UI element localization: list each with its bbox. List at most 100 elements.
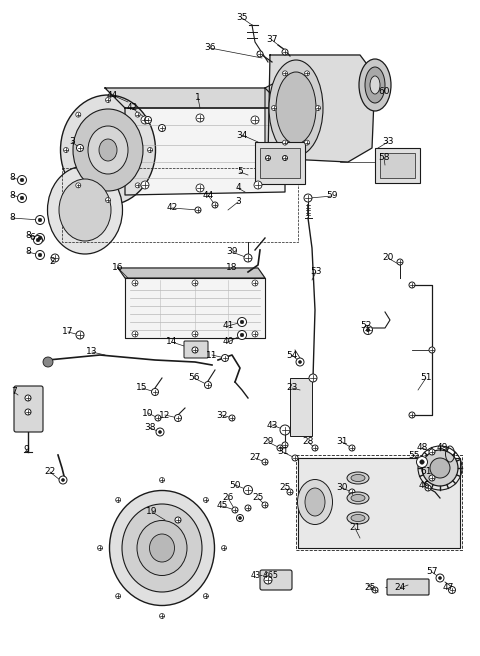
- Circle shape: [245, 505, 251, 511]
- Circle shape: [292, 455, 298, 461]
- Circle shape: [17, 176, 26, 184]
- Circle shape: [192, 280, 198, 286]
- Ellipse shape: [88, 126, 128, 174]
- Text: 21: 21: [349, 523, 360, 533]
- Text: 44: 44: [107, 91, 118, 100]
- Ellipse shape: [137, 520, 187, 575]
- Text: 12: 12: [159, 411, 171, 419]
- Circle shape: [429, 475, 435, 481]
- Ellipse shape: [351, 514, 365, 522]
- Text: 52: 52: [360, 321, 372, 329]
- Circle shape: [63, 148, 69, 152]
- Circle shape: [204, 594, 208, 598]
- Circle shape: [238, 331, 247, 340]
- Ellipse shape: [305, 488, 325, 516]
- Text: 3: 3: [69, 138, 75, 146]
- Text: 57: 57: [426, 567, 438, 577]
- Circle shape: [116, 594, 120, 598]
- Circle shape: [417, 457, 428, 468]
- Text: 10: 10: [142, 409, 154, 417]
- Text: 61: 61: [420, 468, 432, 476]
- Circle shape: [36, 251, 45, 260]
- Circle shape: [192, 331, 198, 337]
- Text: 44: 44: [203, 190, 214, 199]
- Ellipse shape: [298, 480, 333, 525]
- Text: 11: 11: [206, 350, 218, 359]
- Circle shape: [430, 458, 450, 478]
- Text: 31: 31: [277, 447, 289, 457]
- Text: 33: 33: [382, 138, 394, 146]
- Text: 19: 19: [146, 508, 158, 516]
- Text: 36: 36: [204, 43, 216, 52]
- FancyBboxPatch shape: [260, 570, 292, 590]
- Circle shape: [38, 253, 42, 256]
- Ellipse shape: [370, 76, 380, 94]
- Circle shape: [429, 449, 435, 455]
- Circle shape: [221, 354, 228, 361]
- Circle shape: [272, 106, 276, 110]
- Text: 59: 59: [326, 192, 338, 201]
- Text: 51: 51: [420, 373, 432, 382]
- Text: 39: 39: [226, 247, 238, 256]
- Circle shape: [448, 586, 456, 594]
- Ellipse shape: [351, 495, 365, 501]
- Text: 35: 35: [236, 14, 248, 22]
- Text: 24: 24: [395, 583, 406, 592]
- Circle shape: [254, 181, 262, 189]
- Text: 15: 15: [136, 384, 148, 392]
- Text: 5: 5: [237, 167, 243, 176]
- Circle shape: [141, 116, 149, 124]
- Ellipse shape: [73, 109, 143, 191]
- Text: 8: 8: [25, 230, 31, 239]
- Text: 48: 48: [416, 443, 428, 453]
- Circle shape: [43, 357, 53, 367]
- Circle shape: [304, 140, 310, 145]
- Circle shape: [175, 517, 181, 523]
- Circle shape: [135, 112, 140, 117]
- Circle shape: [283, 155, 288, 161]
- Circle shape: [282, 49, 288, 55]
- Text: 25: 25: [252, 493, 264, 502]
- Text: 42: 42: [167, 203, 178, 213]
- Circle shape: [204, 497, 208, 502]
- FancyBboxPatch shape: [260, 148, 300, 178]
- Text: 60: 60: [378, 87, 390, 96]
- Text: 9: 9: [23, 445, 29, 455]
- Polygon shape: [118, 268, 265, 278]
- Circle shape: [34, 236, 43, 245]
- Text: 2: 2: [49, 258, 55, 266]
- Circle shape: [240, 320, 244, 324]
- Text: 55: 55: [408, 451, 420, 459]
- Text: 56: 56: [188, 373, 200, 382]
- Text: 7: 7: [11, 388, 17, 396]
- Circle shape: [283, 71, 288, 76]
- Circle shape: [282, 442, 288, 448]
- Circle shape: [409, 412, 415, 418]
- Ellipse shape: [347, 492, 369, 504]
- Circle shape: [141, 181, 149, 189]
- Circle shape: [238, 318, 247, 327]
- Circle shape: [304, 71, 310, 76]
- Circle shape: [280, 425, 290, 435]
- Circle shape: [409, 282, 415, 288]
- Circle shape: [17, 194, 26, 203]
- Circle shape: [76, 183, 81, 188]
- Text: 43: 43: [266, 420, 278, 430]
- Text: 40: 40: [222, 337, 234, 346]
- Polygon shape: [125, 278, 265, 338]
- Circle shape: [97, 546, 103, 550]
- Circle shape: [296, 358, 304, 366]
- Circle shape: [237, 514, 243, 522]
- FancyBboxPatch shape: [14, 386, 43, 432]
- Text: 16: 16: [112, 264, 124, 272]
- Circle shape: [239, 516, 241, 520]
- Circle shape: [155, 415, 161, 421]
- Polygon shape: [265, 72, 295, 170]
- Circle shape: [76, 144, 84, 152]
- Text: 42: 42: [126, 104, 138, 112]
- Circle shape: [429, 347, 435, 353]
- Text: 8: 8: [9, 213, 15, 222]
- Ellipse shape: [365, 67, 385, 103]
- Text: 28: 28: [302, 438, 314, 447]
- Circle shape: [221, 546, 227, 550]
